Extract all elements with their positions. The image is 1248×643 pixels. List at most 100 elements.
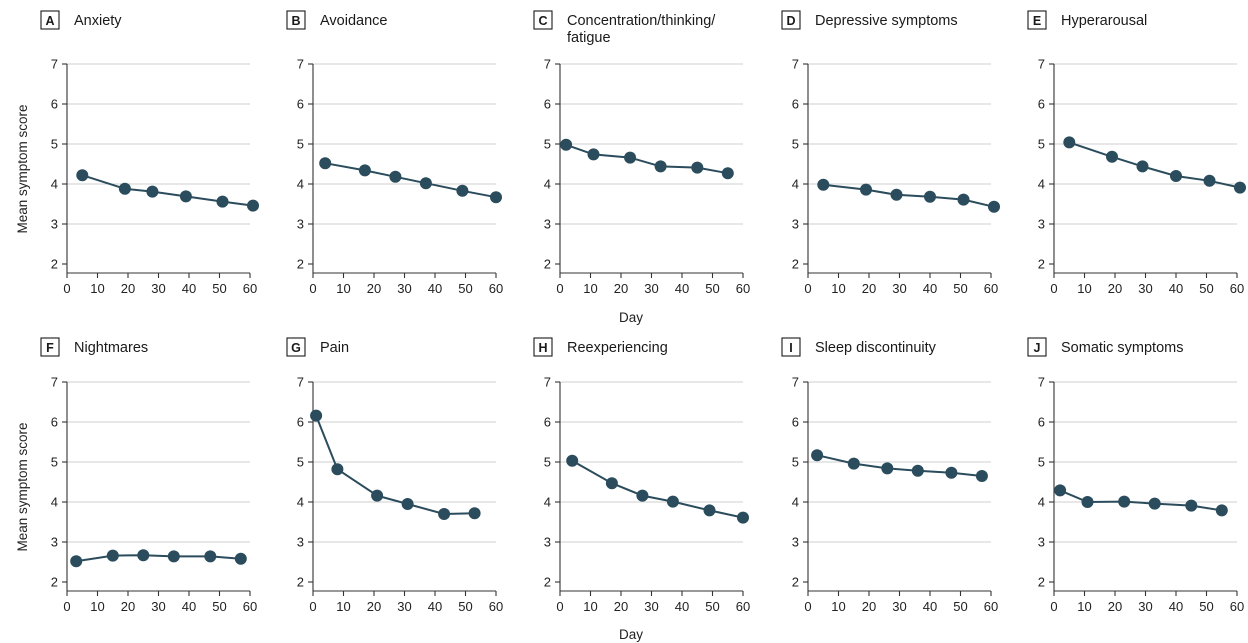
data-point xyxy=(817,178,830,191)
data-point xyxy=(605,477,618,490)
y-tick-label: 5 xyxy=(792,137,799,152)
y-tick-label: 5 xyxy=(51,137,58,152)
x-tick-label: 40 xyxy=(1169,599,1183,614)
series-line xyxy=(571,459,744,519)
panel-letter-box xyxy=(40,10,60,30)
y-tick-label: 6 xyxy=(544,415,551,430)
panel-letter: F xyxy=(46,341,54,355)
x-tick-label: 10 xyxy=(583,281,597,296)
x-tick-label: 20 xyxy=(862,281,876,296)
data-point xyxy=(106,549,119,562)
y-tick-label: 4 xyxy=(544,177,551,192)
panel-letter-box xyxy=(40,337,60,357)
x-tick-label: 0 xyxy=(63,281,70,296)
y-tick-label: 4 xyxy=(544,495,551,510)
x-tick-label: 0 xyxy=(804,599,811,614)
data-point xyxy=(216,195,229,208)
panel-title: Hyperarousal xyxy=(1061,13,1147,29)
x-tick-label: 40 xyxy=(182,281,196,296)
data-point xyxy=(703,504,716,517)
data-point xyxy=(319,157,332,170)
data-point xyxy=(204,550,217,563)
y-tick-label: 6 xyxy=(51,415,58,430)
y-tick-label: 3 xyxy=(297,217,304,232)
x-axis-label-top: Day xyxy=(619,310,643,325)
data-point xyxy=(1234,181,1246,194)
panel-letter: H xyxy=(538,341,547,355)
x-tick-label: 40 xyxy=(182,599,196,614)
data-point xyxy=(1118,495,1131,508)
x-tick-label: 20 xyxy=(121,599,135,614)
data-point xyxy=(247,199,259,212)
data-point xyxy=(881,462,894,475)
y-axis-label-bottom: Mean symptom score xyxy=(15,422,30,551)
x-tick-label: 30 xyxy=(1138,599,1152,614)
data-point xyxy=(331,463,344,476)
panel-letter: A xyxy=(45,14,54,28)
y-tick-label: 2 xyxy=(51,257,58,272)
y-tick-label: 3 xyxy=(1038,217,1045,232)
x-tick-label: 10 xyxy=(336,281,350,296)
y-tick-label: 7 xyxy=(544,375,551,390)
x-tick-label: 10 xyxy=(831,599,845,614)
y-tick-label: 2 xyxy=(51,575,58,590)
data-point xyxy=(419,177,432,190)
data-point xyxy=(811,449,824,462)
y-tick-label: 4 xyxy=(1038,495,1045,510)
x-tick-label: 30 xyxy=(892,599,906,614)
x-tick-label: 50 xyxy=(1199,281,1213,296)
series-line xyxy=(325,162,497,199)
x-tick-label: 10 xyxy=(1077,281,1091,296)
y-tick-label: 2 xyxy=(1038,257,1045,272)
y-tick-label: 3 xyxy=(51,217,58,232)
data-point xyxy=(587,148,600,161)
x-tick-label: 40 xyxy=(1169,281,1183,296)
x-tick-label: 20 xyxy=(1108,281,1122,296)
x-tick-label: 50 xyxy=(212,599,226,614)
y-tick-label: 6 xyxy=(1038,415,1045,430)
y-tick-label: 2 xyxy=(1038,575,1045,590)
x-tick-label: 60 xyxy=(736,281,750,296)
x-tick-label: 20 xyxy=(614,281,628,296)
y-tick-label: 3 xyxy=(297,535,304,550)
y-tick-label: 7 xyxy=(544,57,551,72)
panel-title: Reexperiencing xyxy=(567,340,668,356)
y-tick-label: 3 xyxy=(544,535,551,550)
x-tick-label: 10 xyxy=(336,599,350,614)
x-tick-label: 20 xyxy=(367,599,381,614)
y-axis-label-top: Mean symptom score xyxy=(15,104,30,233)
y-tick-label: 7 xyxy=(1038,375,1045,390)
data-point xyxy=(636,489,649,502)
panel-d: D Depressive symptoms 2 3 4 5 6 7 0 10 20 30 40 50 60 xyxy=(781,10,1000,296)
y-tick-label: 6 xyxy=(792,415,799,430)
panel-title: Somatic symptoms xyxy=(1061,340,1183,356)
x-axis-label-bottom: Day xyxy=(619,627,643,642)
panel-title: Depressive symptoms xyxy=(815,13,958,29)
data-point xyxy=(76,169,89,182)
data-point xyxy=(167,550,180,563)
y-tick-label: 3 xyxy=(544,217,551,232)
data-point xyxy=(737,511,749,524)
panel-h: H Reexperiencing 2 3 4 5 6 7 0 10 20 30 40 50 60 xyxy=(533,337,750,614)
y-tick-label: 7 xyxy=(51,375,58,390)
data-point xyxy=(691,161,704,174)
panel-letter-box xyxy=(781,337,801,357)
y-tick-label: 7 xyxy=(792,375,799,390)
data-point xyxy=(945,466,958,479)
data-point xyxy=(1148,497,1161,510)
data-point xyxy=(456,184,469,197)
x-tick-label: 50 xyxy=(458,599,472,614)
x-tick-label: 60 xyxy=(243,599,257,614)
y-tick-label: 2 xyxy=(297,257,304,272)
x-tick-label: 50 xyxy=(212,281,226,296)
panel-letter-box xyxy=(533,10,553,30)
y-tick-label: 4 xyxy=(1038,177,1045,192)
x-tick-label: 50 xyxy=(1199,599,1213,614)
y-tick-label: 3 xyxy=(792,535,799,550)
data-point xyxy=(1081,496,1094,508)
panel-letter: G xyxy=(291,341,301,355)
x-tick-label: 0 xyxy=(63,599,70,614)
x-tick-label: 50 xyxy=(705,599,719,614)
data-point xyxy=(438,508,451,520)
panel-letter: D xyxy=(786,14,795,28)
